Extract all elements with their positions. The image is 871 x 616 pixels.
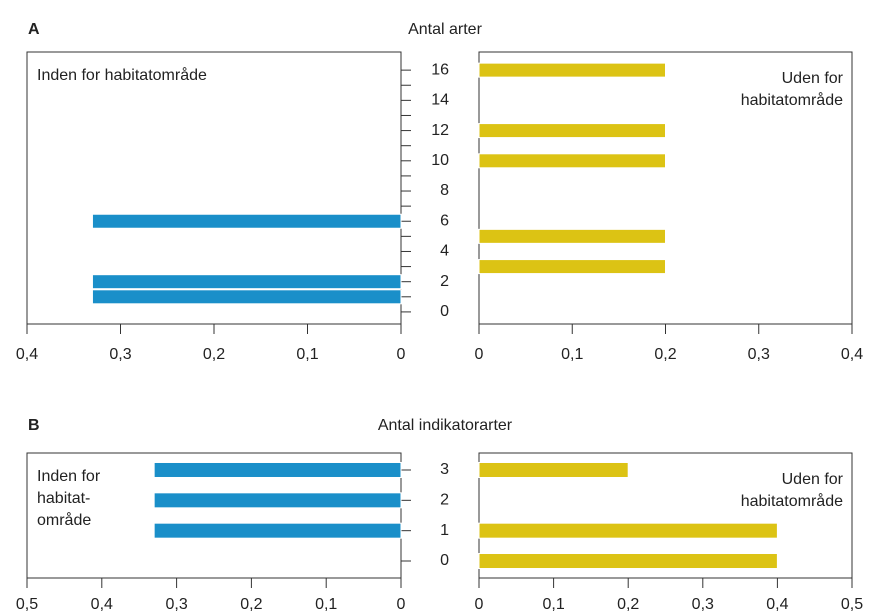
panel-label: B (28, 417, 40, 434)
bar (153, 492, 402, 509)
x-tick-label: 0,5 (841, 596, 863, 613)
y-tick-label: 1 (440, 522, 449, 539)
x-tick-label: 0,2 (240, 596, 262, 613)
panel-title: Antal arter (408, 21, 482, 38)
x-tick-label: 0,1 (296, 346, 318, 363)
x-tick-label: 0,3 (165, 596, 187, 613)
y-tick-label: 12 (431, 122, 449, 139)
x-tick-label: 0,4 (766, 596, 788, 613)
bar (478, 461, 629, 478)
x-tick-label: 0 (397, 346, 406, 363)
annotation: Inden for habitatområde (37, 66, 207, 84)
bar (478, 522, 778, 539)
y-tick-label: 14 (431, 92, 449, 109)
y-tick-label: 2 (440, 492, 449, 509)
y-tick-label: 16 (431, 61, 449, 78)
bar (478, 123, 666, 139)
x-tick-label: 0,1 (315, 596, 337, 613)
x-tick-label: 0,1 (542, 596, 564, 613)
bar (91, 213, 402, 229)
bar (478, 228, 666, 244)
bar (478, 62, 666, 78)
bar (478, 153, 666, 169)
bar (478, 553, 778, 570)
x-tick-label: 0,2 (617, 596, 639, 613)
annotation: habitat- (37, 490, 90, 507)
x-tick-label: 0,4 (16, 346, 38, 363)
x-tick-label: 0 (475, 596, 484, 613)
y-tick-label: 4 (440, 243, 449, 260)
y-tick-label: 10 (431, 152, 449, 169)
x-tick-label: 0 (397, 596, 406, 613)
y-tick-label: 0 (440, 303, 449, 320)
annotation: habitatområde (741, 492, 843, 510)
bar (153, 461, 402, 478)
x-tick-label: 0,3 (109, 346, 131, 363)
bar (478, 259, 666, 275)
annotation: habitatområde (741, 91, 843, 109)
panel-title: Antal indikatorarter (378, 417, 513, 434)
annotation: Uden for (782, 471, 844, 488)
x-tick-label: 0 (475, 346, 484, 363)
plot-frame (26, 452, 402, 579)
bar (91, 289, 402, 305)
x-tick-label: 0,1 (561, 346, 583, 363)
annotation: Uden for (782, 70, 844, 87)
bar (91, 274, 402, 290)
y-tick-label: 6 (440, 212, 449, 229)
x-tick-label: 0,2 (654, 346, 676, 363)
x-tick-label: 0,4 (91, 596, 113, 613)
annotation: område (37, 511, 91, 529)
x-tick-label: 0,5 (16, 596, 38, 613)
x-tick-label: 0,4 (841, 346, 863, 363)
y-tick-label: 8 (440, 182, 449, 199)
x-tick-label: 0,3 (748, 346, 770, 363)
panel-label: A (28, 21, 40, 38)
y-tick-label: 2 (440, 273, 449, 290)
x-tick-label: 0,2 (203, 346, 225, 363)
y-tick-label: 0 (440, 552, 449, 569)
y-tick-label: 3 (440, 461, 449, 478)
plot-frame (478, 452, 853, 579)
x-tick-label: 0,3 (692, 596, 714, 613)
bar (153, 522, 402, 539)
annotation: Inden for (37, 468, 101, 485)
